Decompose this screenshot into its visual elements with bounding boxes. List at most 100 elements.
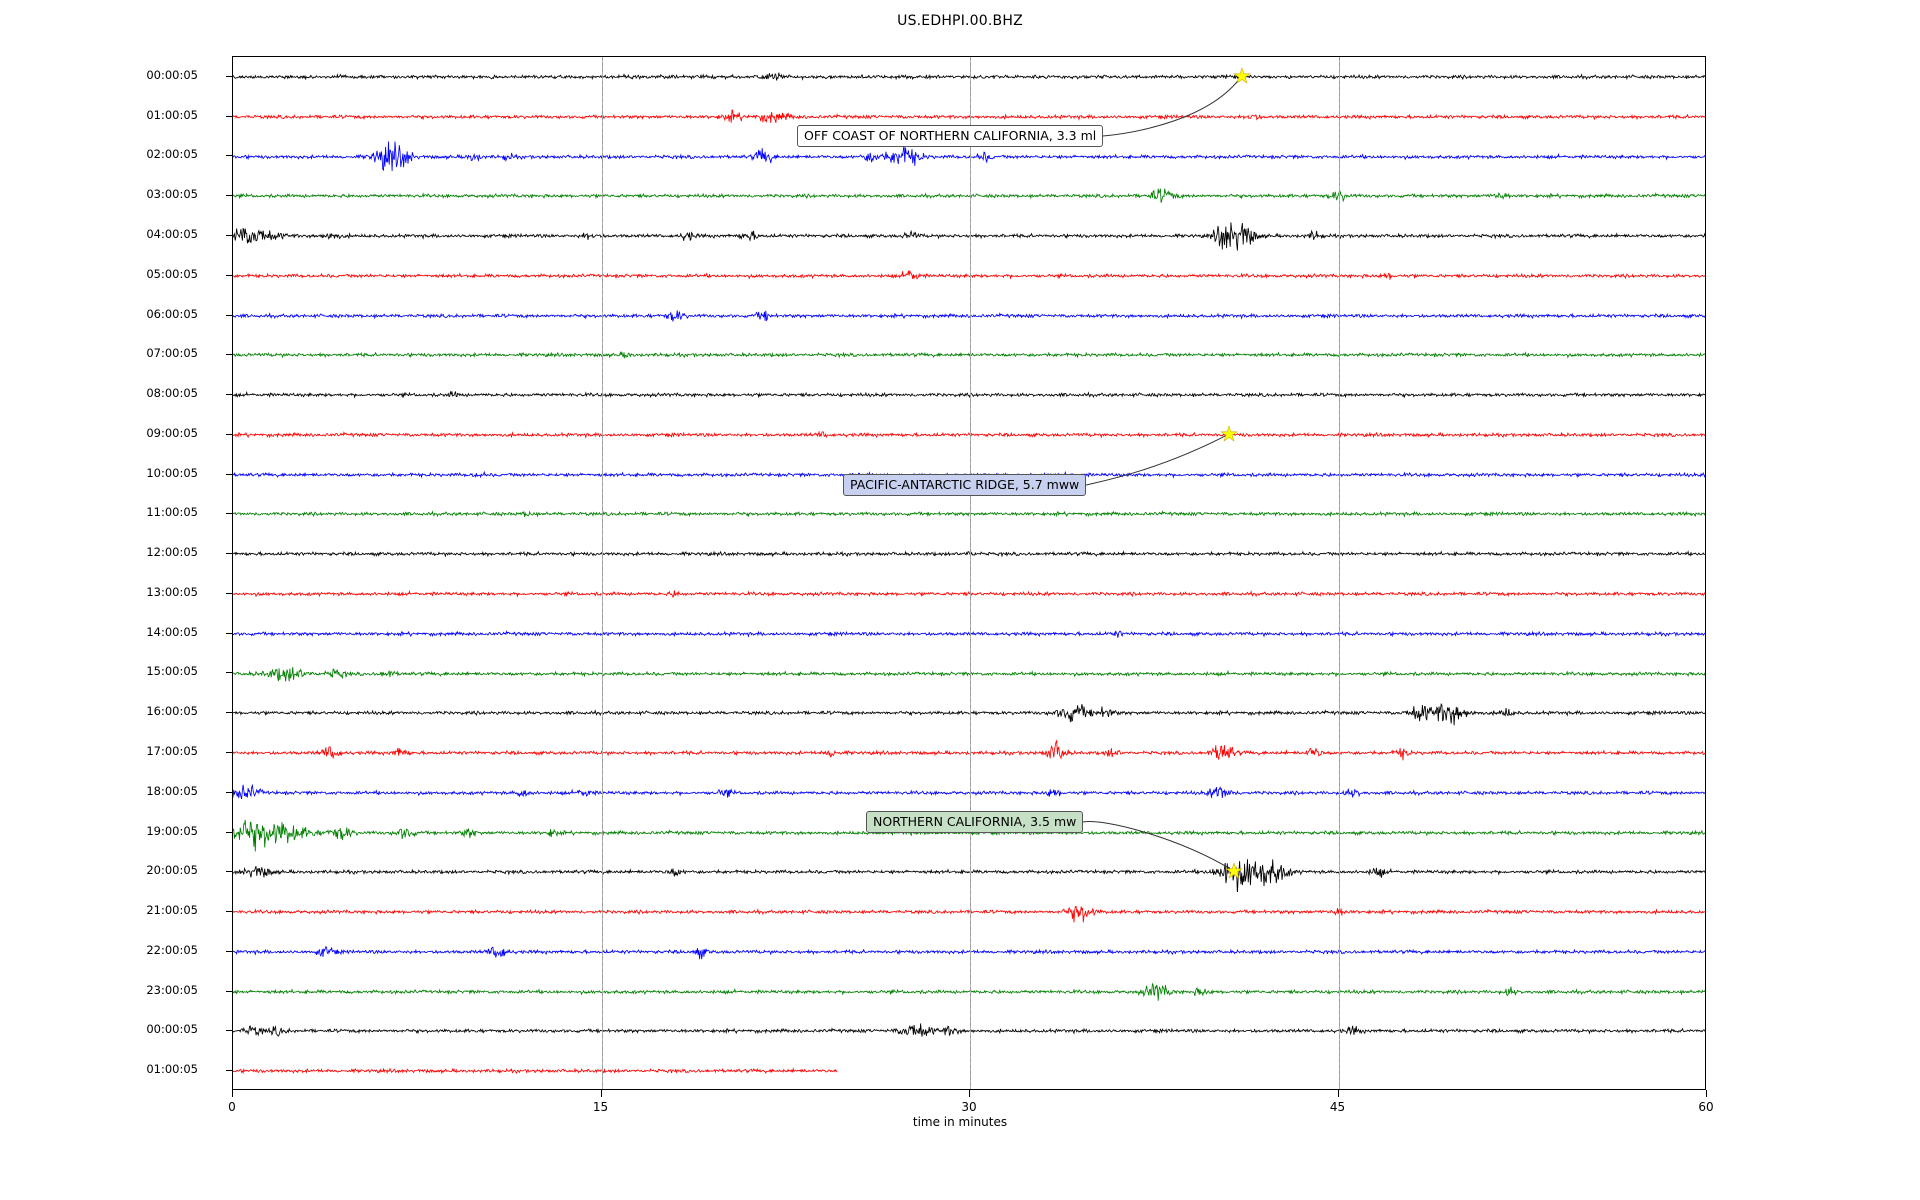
trace-row	[233, 57, 1705, 97]
y-axis-tick-mark	[226, 354, 233, 356]
trace-row	[233, 375, 1705, 415]
y-axis-tick-label: 19:00:05	[146, 823, 198, 838]
event-annotation-label: PACIFIC-ANTARCTIC RIDGE, 5.7 mww	[843, 474, 1087, 496]
y-axis-tick-label: 13:00:05	[146, 584, 198, 599]
seismic-trace	[233, 1067, 838, 1075]
trace-row	[233, 773, 1705, 813]
seismic-trace	[233, 906, 1705, 923]
trace-row	[233, 1051, 1705, 1089]
seismic-trace	[233, 188, 1705, 204]
y-axis-tick-label: 21:00:05	[146, 903, 198, 918]
y-axis-tick-label: 02:00:05	[146, 147, 198, 162]
trace-row	[233, 216, 1705, 256]
y-axis-tick-label: 10:00:05	[146, 465, 198, 480]
y-axis-tick-mark	[226, 75, 233, 77]
seismic-trace	[233, 270, 1705, 280]
seismic-trace	[233, 351, 1705, 360]
seismic-trace	[233, 140, 1705, 171]
trace-row	[233, 296, 1705, 336]
trace-row	[233, 415, 1705, 455]
earthquake-star-marker	[1220, 425, 1239, 442]
y-axis-tick-label: 20:00:05	[146, 863, 198, 878]
y-axis-tick-label: 23:00:05	[146, 982, 198, 997]
trace-row	[233, 1011, 1705, 1051]
y-axis-tick-label: 16:00:05	[146, 704, 198, 719]
trace-row	[233, 654, 1705, 694]
y-axis-tick-label: 11:00:05	[146, 505, 198, 520]
seismic-trace	[233, 550, 1705, 558]
y-axis-tick-mark	[226, 314, 233, 316]
vertical-gridline	[970, 57, 971, 1089]
y-axis-tick-label: 09:00:05	[146, 425, 198, 440]
vertical-gridline	[601, 57, 603, 1089]
y-axis-tick-label: 12:00:05	[146, 545, 198, 560]
event-annotation-label: OFF COAST OF NORTHERN CALIFORNIA, 3.3 ml	[797, 125, 1104, 147]
trace-row	[233, 972, 1705, 1012]
y-axis-tick-mark	[226, 115, 233, 117]
seismic-trace	[233, 666, 1705, 681]
x-axis-tick-label: 60	[1698, 1100, 1714, 1114]
seismic-trace	[233, 108, 1705, 123]
y-axis-tick-mark	[226, 473, 233, 475]
page-title: US.EDHPI.00.BHZ	[897, 13, 1023, 29]
vertical-gridline	[1338, 57, 1340, 1089]
seismic-trace	[233, 222, 1705, 251]
y-axis-tick-mark	[226, 791, 233, 793]
y-axis-tick-mark	[226, 394, 233, 396]
y-axis-tick-mark	[226, 672, 233, 674]
trace-row	[233, 256, 1705, 296]
trace-row	[233, 335, 1705, 375]
trace-row	[233, 693, 1705, 733]
trace-row	[233, 892, 1705, 932]
seismic-trace	[233, 783, 1705, 799]
y-axis-tick-mark	[226, 592, 233, 594]
trace-row	[233, 733, 1705, 773]
trace-row	[233, 176, 1705, 216]
seismic-trace	[233, 72, 1705, 81]
y-axis-tick-label: 01:00:05	[146, 107, 198, 122]
seismic-trace	[233, 390, 1705, 399]
trace-row	[233, 614, 1705, 654]
y-axis-tick-mark	[226, 433, 233, 435]
seismic-trace	[233, 859, 1705, 893]
earthquake-star-marker	[1232, 67, 1251, 84]
y-axis-tick-label: 06:00:05	[146, 306, 198, 321]
plot-area	[232, 56, 1706, 1090]
earthquake-star-marker	[1225, 862, 1244, 879]
y-axis-tick-mark	[226, 990, 233, 992]
x-axis-tick-label: 0	[228, 1100, 236, 1114]
y-axis-tick-mark	[226, 553, 233, 555]
x-axis-tick-mark	[969, 1090, 970, 1097]
y-axis-tick-label: 00:00:05	[146, 67, 198, 82]
trace-row	[233, 137, 1705, 177]
y-axis-tick-mark	[226, 751, 233, 753]
trace-row	[233, 97, 1705, 137]
seismic-trace	[233, 309, 1705, 322]
y-axis-tick-mark	[226, 632, 233, 634]
x-axis-tick-label: 15	[592, 1100, 609, 1114]
seismic-trace	[233, 945, 1705, 960]
seismic-trace	[233, 739, 1705, 761]
y-axis-tick-mark	[226, 1070, 233, 1072]
trace-row	[233, 852, 1705, 893]
x-axis-tick-label: 30	[961, 1100, 977, 1114]
x-axis-tick-mark	[1706, 1090, 1707, 1097]
y-axis-tick-label: 03:00:05	[146, 187, 198, 202]
trace-row	[233, 534, 1705, 574]
y-axis-tick-label: 15:00:05	[146, 664, 198, 679]
y-axis-tick-label: 18:00:05	[146, 783, 198, 798]
y-axis-tick-label: 08:00:05	[146, 386, 198, 401]
seismic-trace	[233, 589, 1705, 598]
y-axis-tick-mark	[226, 195, 233, 197]
x-axis-tick-mark	[1337, 1090, 1339, 1097]
seismic-trace	[233, 510, 1705, 519]
y-axis-tick-label: 00:00:05	[146, 1022, 198, 1037]
x-axis-tick-mark	[600, 1090, 602, 1097]
x-axis-tick-label: 45	[1329, 1100, 1346, 1114]
y-axis-tick-label: 17:00:05	[146, 743, 198, 758]
y-axis-tick-mark	[226, 911, 233, 913]
trace-row	[233, 494, 1705, 534]
event-annotation-label: NORTHERN CALIFORNIA, 3.5 mw	[866, 811, 1084, 833]
y-axis-tick-mark	[226, 831, 233, 833]
